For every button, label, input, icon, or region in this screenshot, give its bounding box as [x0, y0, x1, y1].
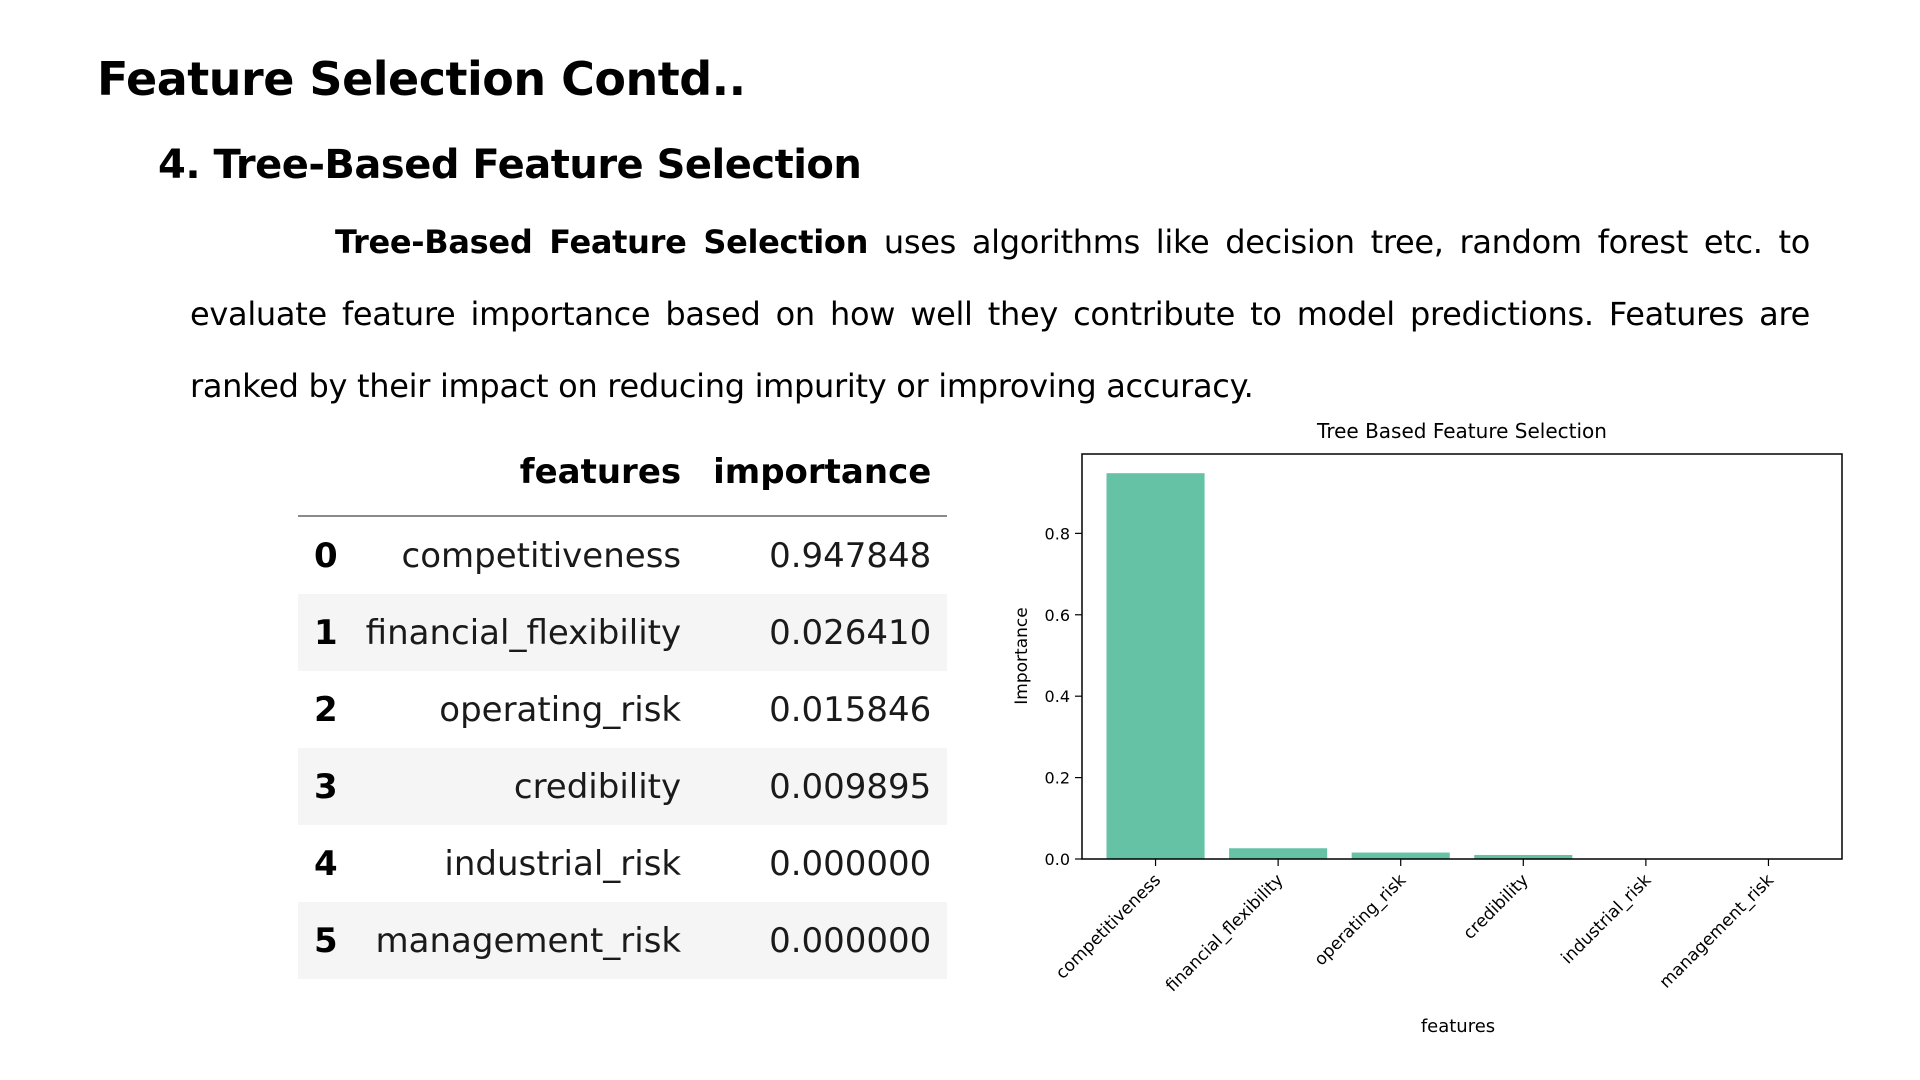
bar-financial_flexibility — [1229, 848, 1328, 859]
row-importance: 0.000000 — [769, 843, 932, 884]
y-tick-label: 0.6 — [1045, 606, 1070, 625]
chart-title: Tree Based Feature Selection — [1316, 419, 1607, 443]
x-axis-label: features — [1421, 1016, 1495, 1037]
y-tick-label: 0.2 — [1045, 769, 1070, 788]
paragraph-text: uses algorithms like decision tree, rand… — [190, 223, 1810, 405]
row-importance: 0.009895 — [769, 766, 932, 807]
table-row: 0 competitiveness 0.947848 — [298, 516, 947, 594]
row-importance: 0.000000 — [769, 920, 932, 961]
importance-table: features importance 0 competitiveness 0.… — [298, 443, 948, 979]
header-importance: importance — [713, 452, 932, 492]
table-row: 2 operating_risk 0.015846 — [298, 671, 947, 748]
row-index: 1 — [314, 612, 338, 653]
x-tick-label: industrial_risk — [1558, 870, 1656, 968]
paragraph-bold-term: Tree-Based Feature Selection — [335, 223, 869, 261]
row-feature: operating_risk — [439, 689, 682, 730]
header-index — [298, 443, 350, 516]
bar-competitiveness — [1106, 473, 1205, 859]
y-axis-label: Importance — [1012, 607, 1032, 704]
y-tick-label: 0.8 — [1045, 524, 1070, 543]
x-tick-label: credibility — [1460, 870, 1533, 943]
row-feature: industrial_risk — [444, 843, 682, 884]
x-tick-label: management_risk — [1656, 870, 1778, 992]
row-feature: financial_flexibility — [365, 612, 682, 653]
row-importance: 0.026410 — [769, 612, 932, 653]
row-index: 0 — [314, 535, 338, 576]
table-row: 5 management_risk 0.000000 — [298, 902, 948, 979]
table-row: 3 credibility 0.009895 — [298, 748, 948, 825]
row-importance: 0.015846 — [769, 689, 932, 730]
row-feature: competitiveness — [401, 535, 682, 576]
description-paragraph: Tree-Based Feature Selection uses algori… — [190, 206, 1810, 422]
table-row: 4 industrial_risk 0.000000 — [298, 825, 947, 902]
bar-operating_risk — [1351, 852, 1450, 859]
y-tick-label: 0.4 — [1045, 687, 1070, 706]
row-importance: 0.947848 — [769, 535, 932, 576]
feature-importance-chart: Tree Based Feature Selection 0.00.20.40.… — [1012, 419, 1843, 1037]
header-features: features — [519, 452, 682, 492]
row-feature: credibility — [513, 766, 682, 807]
y-tick-label: 0.0 — [1045, 850, 1070, 869]
x-tick-label: financial_flexibility — [1162, 870, 1288, 996]
section-title: 4. Tree-Based Feature Selection — [158, 142, 862, 188]
y-axis: 0.0 0.2 0.4 0.6 0.8 — [1045, 524, 1082, 869]
row-index: 2 — [314, 689, 338, 730]
bar-credibility — [1474, 854, 1573, 859]
row-feature: management_risk — [375, 920, 682, 961]
x-tick-label: competitiveness — [1052, 870, 1165, 983]
x-tick-label: operating_risk — [1311, 870, 1411, 970]
table-header-row: features importance — [298, 443, 948, 516]
table-row: 1 financial_flexibility 0.026410 — [298, 594, 948, 671]
chart-bars — [1106, 473, 1573, 859]
plot-frame — [1081, 453, 1843, 860]
row-index: 3 — [314, 766, 338, 807]
page-title: Feature Selection Contd.. — [97, 52, 746, 106]
row-index: 4 — [314, 843, 338, 884]
row-index: 5 — [314, 920, 338, 961]
